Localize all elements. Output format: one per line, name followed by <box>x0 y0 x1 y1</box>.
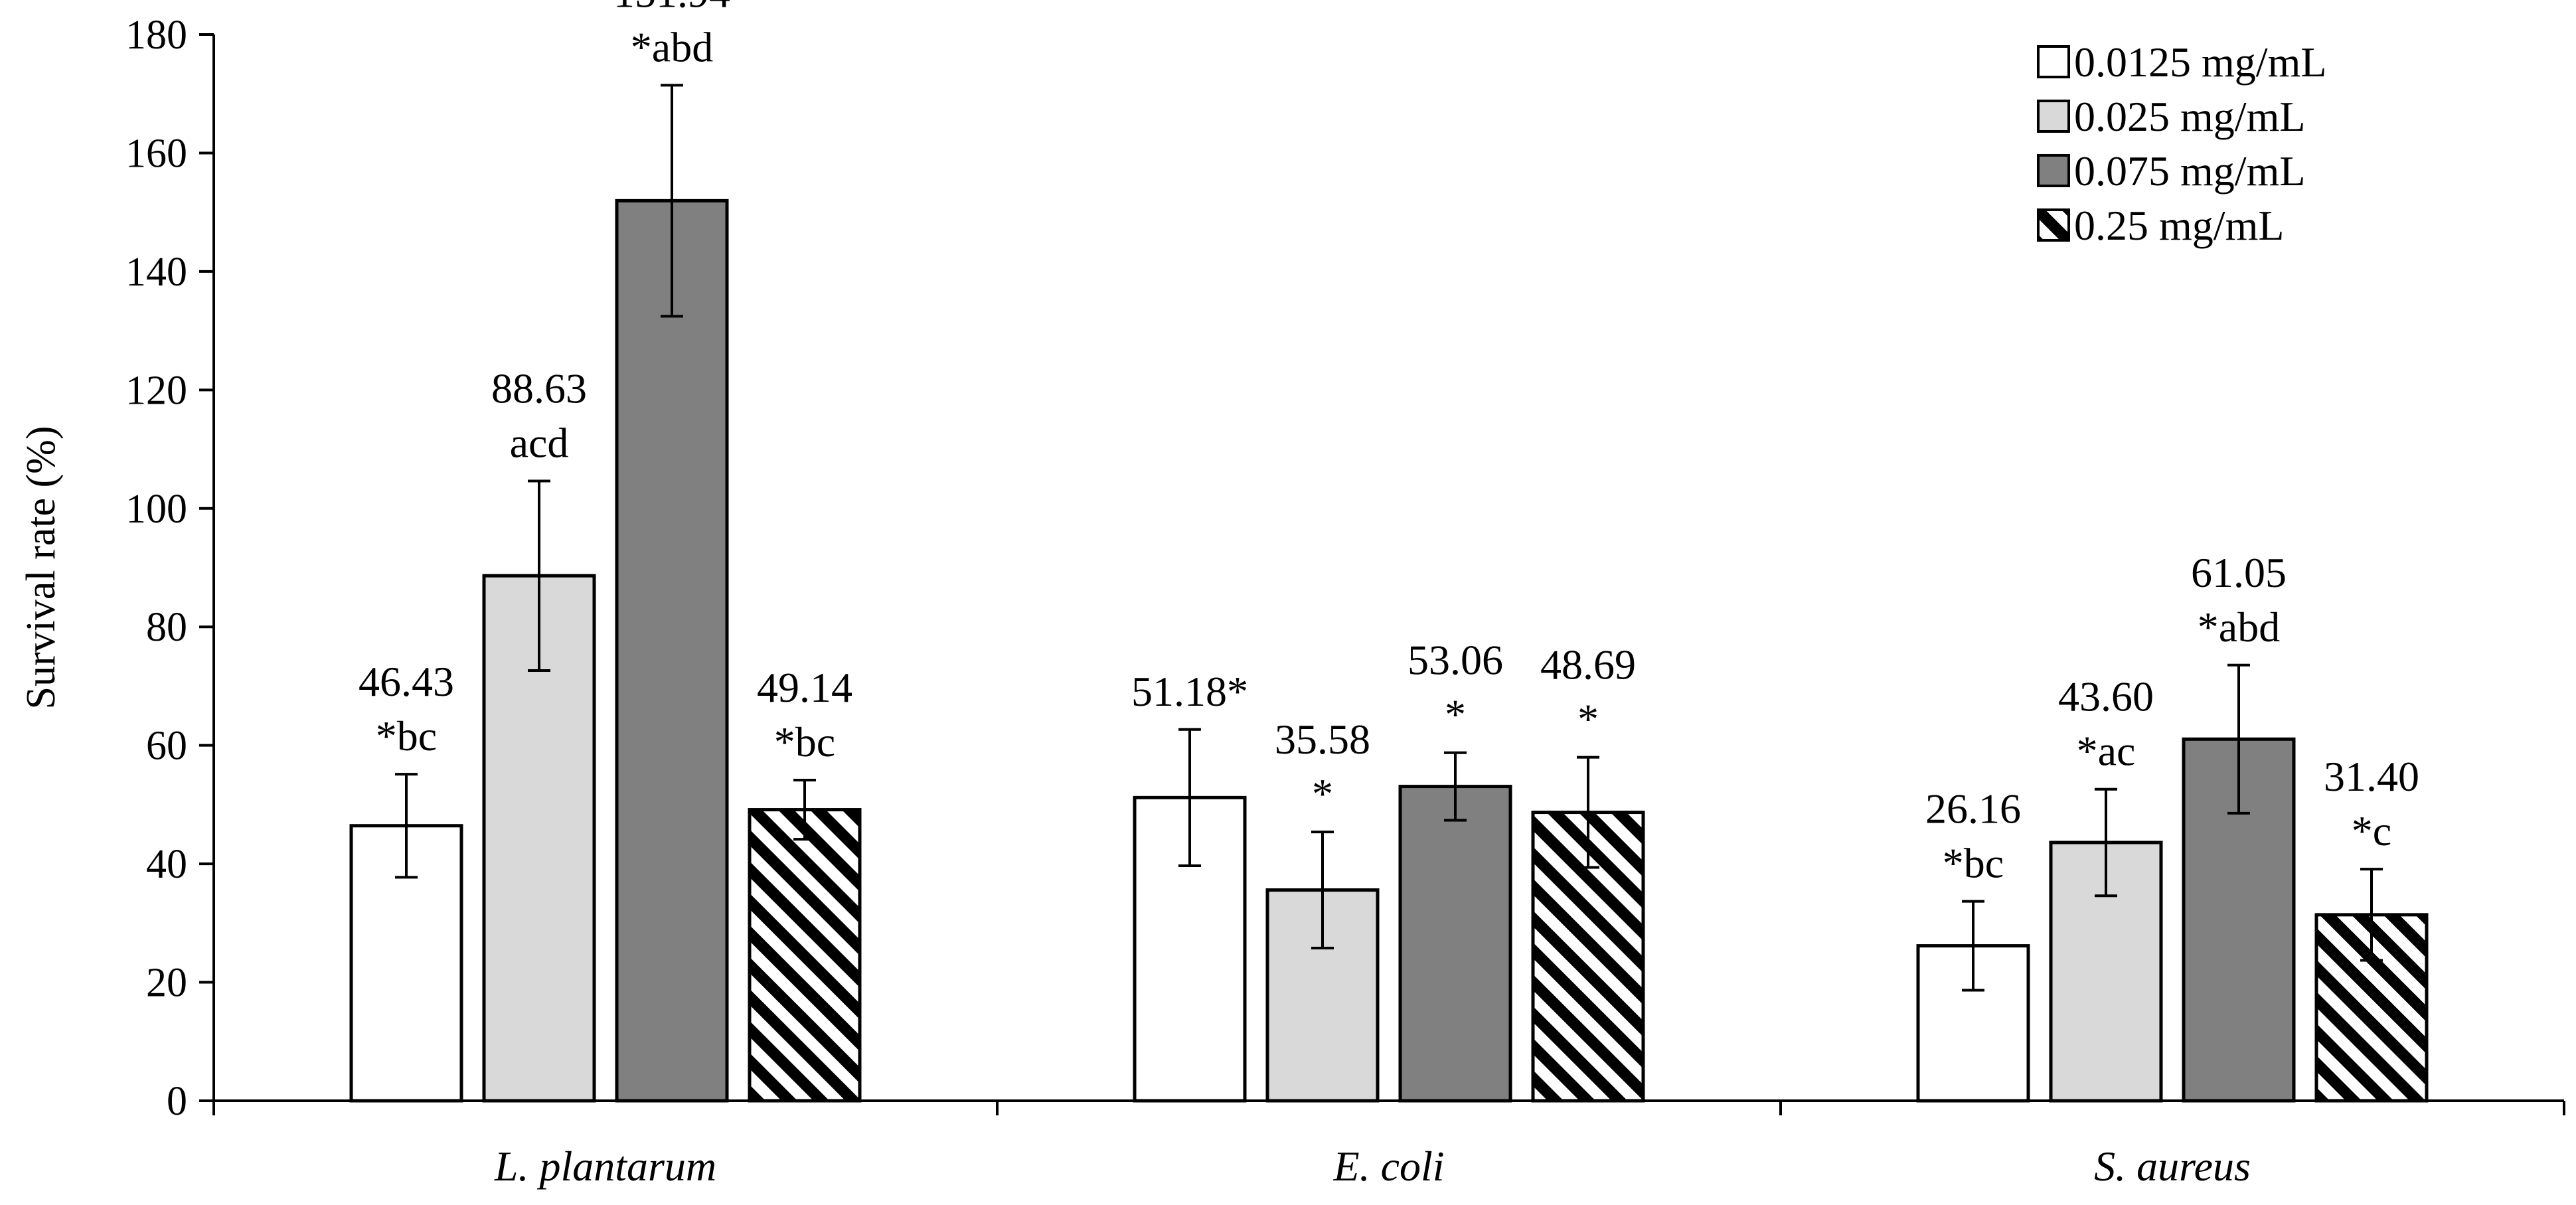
legend-label: 0.0125 mg/mL <box>2074 39 2326 86</box>
data-label: *bc <box>1943 840 2004 887</box>
legend-label: 0.025 mg/mL <box>2074 93 2305 140</box>
y-axis-title: Survival rate (%) <box>19 426 64 710</box>
data-label: * <box>1577 696 1599 743</box>
error-bars <box>395 84 2383 992</box>
data-label: 61.05 <box>2191 549 2287 596</box>
legend-swatch <box>2037 208 2070 242</box>
data-label: 46.43 <box>359 658 454 705</box>
legend: 0.0125 mg/mL 0.025 mg/mL 0.075 mg/mL 0.25 m… <box>2037 39 2326 249</box>
data-label: 31.40 <box>2324 753 2419 800</box>
data-label: 49.14 <box>757 664 852 711</box>
data-label: *bc <box>774 718 835 765</box>
data-label: acd <box>510 419 569 466</box>
data-label: 53.06 <box>1408 637 1503 684</box>
legend-swatch <box>2037 45 2070 78</box>
axes: 0 20 40 60 80 100 120 140 160 180 L. plantarum E. c… <box>125 13 2565 1190</box>
data-label: 35.58 <box>1275 716 1370 763</box>
legend-swatch <box>2037 154 2070 187</box>
data-label: * <box>1312 770 1333 817</box>
data-label: 151.94 <box>613 0 730 16</box>
y-tick-label: 100 <box>125 487 187 532</box>
data-labels: 46.43 *bc 51.18* 26.16 *bc 88.63 acd 35.58 * 43.6… <box>359 0 2419 887</box>
data-label: 48.69 <box>1540 641 1636 688</box>
y-tick-label: 160 <box>125 131 187 176</box>
category-label: L. plantarum <box>494 1143 716 1190</box>
data-label: * <box>1445 691 1466 738</box>
data-label: 26.16 <box>1925 785 2021 833</box>
y-axis-title-group: Survival rate (%) <box>19 426 64 710</box>
data-label: *bc <box>376 712 437 760</box>
y-tick-label: 20 <box>146 961 187 1006</box>
bar <box>615 199 729 1103</box>
legend-swatch <box>2037 100 2070 133</box>
data-label: *c <box>2352 807 2391 854</box>
data-label: 51.18* <box>1131 668 1248 715</box>
y-tick-label: 0 <box>167 1079 187 1124</box>
category-label: E. coli <box>1332 1143 1444 1190</box>
bar <box>748 808 862 1103</box>
y-tick-label: 80 <box>146 605 187 650</box>
data-label: 43.60 <box>2058 673 2154 720</box>
bars <box>349 199 2429 1103</box>
data-label: *abd <box>2198 603 2280 651</box>
data-label: 88.63 <box>491 364 587 412</box>
y-tick-label: 140 <box>125 250 187 295</box>
y-tick-label: 180 <box>125 13 187 58</box>
y-tick-label: 60 <box>146 724 187 769</box>
y-tick-label: 120 <box>125 368 187 413</box>
data-label: *abd <box>631 23 713 70</box>
y-tick-label: 40 <box>146 842 187 887</box>
legend-label: 0.25 mg/mL <box>2074 202 2284 249</box>
data-label: *ac <box>2077 728 2136 775</box>
legend-label: 0.075 mg/mL <box>2074 147 2305 195</box>
bar <box>1398 785 1512 1103</box>
category-label: S. aureus <box>2094 1143 2251 1190</box>
